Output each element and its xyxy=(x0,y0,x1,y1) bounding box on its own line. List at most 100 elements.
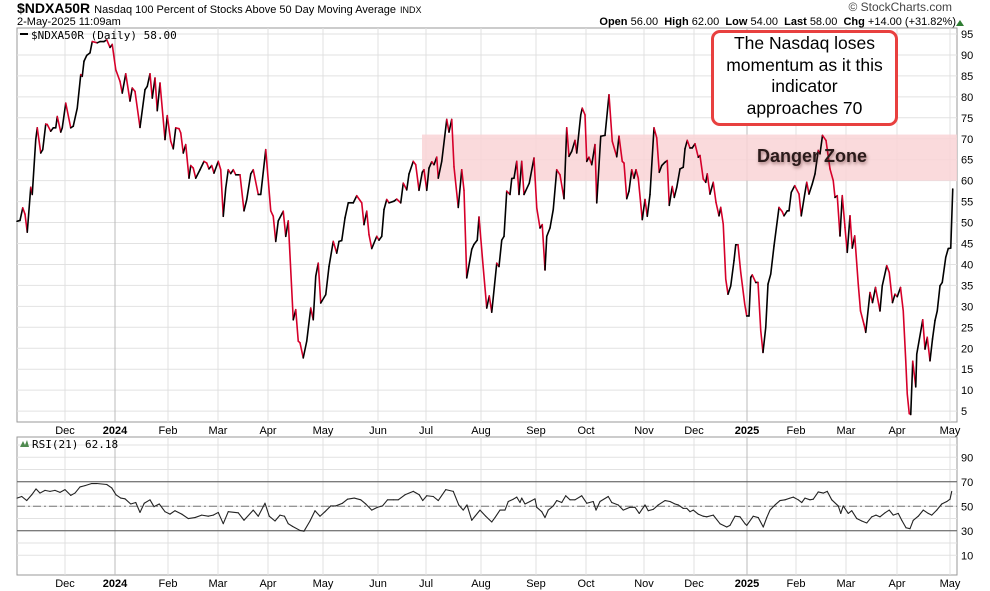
price-segment xyxy=(149,73,154,99)
rsi-segment xyxy=(822,490,828,494)
stockcharts-brand[interactable]: © StockCharts.com xyxy=(848,0,952,14)
rsi-segment xyxy=(264,502,270,517)
rsi-segment xyxy=(702,515,708,518)
rsi-segment xyxy=(268,515,276,522)
price-segment xyxy=(859,310,865,326)
rsi-segment xyxy=(158,503,166,513)
rsi-segment xyxy=(746,515,754,526)
rsi-segment xyxy=(677,504,684,509)
x-tick-label: 2025 xyxy=(735,425,759,437)
low-label: Low xyxy=(725,16,748,28)
price-segment xyxy=(164,114,169,141)
x-tick-label: Apr xyxy=(259,425,276,437)
price-segment xyxy=(666,159,671,207)
x-tick-label: Apr xyxy=(259,578,276,590)
rsi-segment xyxy=(842,505,849,514)
rsi-segment xyxy=(314,510,321,517)
rsi-segment xyxy=(866,516,873,524)
rsi-segment xyxy=(31,488,37,496)
price-legend: $NDXA50R (Daily) 58.00 xyxy=(31,29,177,42)
rsi-segment xyxy=(227,511,239,514)
price-segment xyxy=(891,293,896,304)
x-tick-label: Feb xyxy=(787,425,806,437)
price-segment xyxy=(706,173,711,195)
price-segment xyxy=(264,148,272,212)
rsi-segment xyxy=(371,506,379,511)
x-tick-label: Mar xyxy=(837,578,856,590)
price-segment xyxy=(184,143,190,179)
price-segment xyxy=(450,118,455,168)
price-segment xyxy=(355,194,363,204)
rsi-segment xyxy=(909,519,914,530)
price-segment xyxy=(904,360,909,395)
y-tick-label: 85 xyxy=(961,71,973,83)
price-segment xyxy=(425,167,430,192)
price-segment xyxy=(921,318,926,350)
rsi-segment xyxy=(16,495,23,499)
y-tick-label: 30 xyxy=(961,301,973,313)
price-segment xyxy=(199,160,205,171)
rsi-segment xyxy=(534,498,538,508)
rsi-segment xyxy=(607,495,613,504)
price-segment xyxy=(769,245,775,275)
price-segment xyxy=(383,198,388,211)
rsi-segment xyxy=(946,498,951,503)
price-segment xyxy=(857,283,862,312)
price-segment xyxy=(926,336,931,362)
y-tick-label: 40 xyxy=(961,259,973,271)
annotation-box: The Nasdaq loses momentum as it this ind… xyxy=(711,30,898,126)
rsi-segment xyxy=(412,490,420,496)
price-segment xyxy=(881,264,888,287)
price-segment xyxy=(277,210,285,222)
price-segment xyxy=(773,206,780,247)
rsi-segment xyxy=(697,513,704,517)
price-segment xyxy=(159,82,166,141)
rsi-segment xyxy=(194,514,203,519)
rsi-segment xyxy=(840,505,844,514)
x-tick-label: Dec xyxy=(684,425,704,437)
price-segment xyxy=(846,215,851,254)
price-segment xyxy=(194,168,201,179)
rsi-segment xyxy=(657,499,666,506)
last-value: 58.00 xyxy=(809,16,838,28)
rsi-segment xyxy=(797,499,803,504)
price-segment xyxy=(757,281,762,332)
price-segment xyxy=(435,156,440,179)
price-segment xyxy=(906,393,911,415)
price-segment xyxy=(832,179,836,199)
price-segment xyxy=(544,235,548,271)
price-segment xyxy=(179,132,185,154)
x-tick-label: 2024 xyxy=(103,578,128,590)
rsi-indicator-icon xyxy=(20,440,29,447)
price-segment xyxy=(224,168,230,189)
price-segment xyxy=(134,90,141,129)
rsi-segment xyxy=(237,512,245,521)
x-tick-label: Feb xyxy=(159,578,178,590)
price-segment xyxy=(533,157,538,209)
annotation-line: indicator xyxy=(771,76,838,96)
price-segment xyxy=(839,194,844,237)
price-segment xyxy=(457,168,463,209)
rsi-segment xyxy=(452,490,460,506)
price-segment xyxy=(715,201,720,217)
rsi-segment xyxy=(541,511,546,519)
x-tick-label: May xyxy=(313,425,334,437)
rsi-segment xyxy=(931,509,938,516)
rsi-segment xyxy=(586,500,594,504)
price-segment xyxy=(360,202,365,226)
rsi-segment xyxy=(784,497,791,501)
rsi-segment xyxy=(59,489,66,493)
price-segment xyxy=(302,340,308,359)
price-segment xyxy=(243,198,248,212)
rsi-segment xyxy=(817,491,824,494)
price-segment xyxy=(232,168,237,176)
price-segment xyxy=(61,102,67,129)
price-segment xyxy=(584,114,588,163)
price-segment xyxy=(762,326,767,354)
price-segment xyxy=(26,186,32,233)
price-segment xyxy=(719,206,725,226)
rsi-segment xyxy=(536,506,543,513)
rsi-segment xyxy=(365,503,373,511)
rsi-segment xyxy=(222,511,229,525)
rsi-segment xyxy=(346,497,355,500)
